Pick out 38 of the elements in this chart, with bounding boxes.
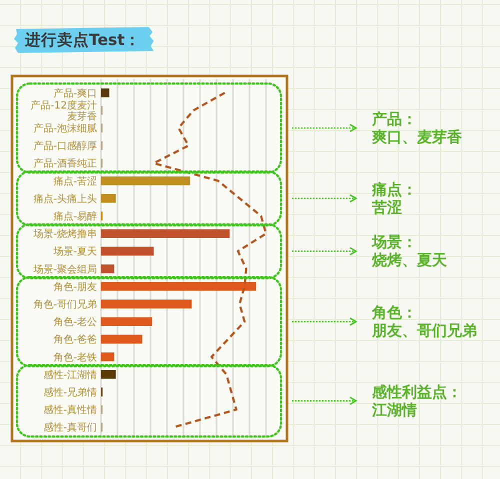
bar	[101, 229, 230, 238]
y-tick-label: 产品-12度麦汁麦芽香	[30, 99, 97, 122]
text: 产品：爽口、麦芽香	[371, 110, 463, 146]
y-tick-label: 感性-真哥们	[43, 422, 97, 434]
bar	[101, 352, 114, 362]
y-tick-label: 场景-夏天	[52, 246, 97, 258]
y-tick-label: 痛点-易醉	[53, 210, 97, 222]
y-tick-label: 感性-真性情	[43, 404, 97, 416]
bar	[101, 246, 154, 256]
y-tick-label: 感性-兄弟情	[43, 386, 97, 398]
bar	[101, 176, 190, 186]
y-tick-label: 痛点-苦涩	[53, 175, 97, 188]
bar	[101, 300, 192, 308]
y-tick-label: 产品-酒香纯正	[33, 158, 97, 170]
y-tick-label: 产品-泡沫细腻	[33, 122, 97, 134]
text: 场景：烧烤、夏天	[371, 233, 448, 270]
bar	[101, 264, 114, 274]
y-tick-label: 角色-老铁	[53, 351, 97, 364]
bar	[101, 317, 152, 326]
bar	[101, 370, 116, 379]
y-tick-label: 产品-口感醇厚	[33, 140, 97, 152]
text: 角色：朋友、哥们兄弟	[371, 304, 477, 340]
y-tick-label: 角色-爸爸	[53, 334, 97, 346]
bar	[101, 334, 142, 344]
y-tick-label: 痛点-头痛上头	[33, 192, 97, 205]
y-tick-label: 角色-朋友	[53, 280, 97, 293]
y-tick-label: 感性-江湖情	[43, 368, 97, 381]
y-tick-label: 角色-哥们兄弟	[33, 298, 97, 310]
y-tick-label: 场景-聚会组局	[32, 263, 97, 276]
text: 痛点：苦涩	[371, 180, 417, 216]
y-tick-label: 角色-老公	[53, 316, 97, 328]
bar	[101, 194, 116, 203]
text: 感性利益点：江湖情	[371, 382, 462, 419]
y-tick-label: 产品-爽口	[53, 87, 97, 100]
y-tick-label: 场景-烧烤撸串	[32, 228, 97, 240]
bar	[101, 88, 110, 98]
chart-title: 进行卖点Test：	[24, 31, 141, 49]
bar	[101, 282, 256, 291]
